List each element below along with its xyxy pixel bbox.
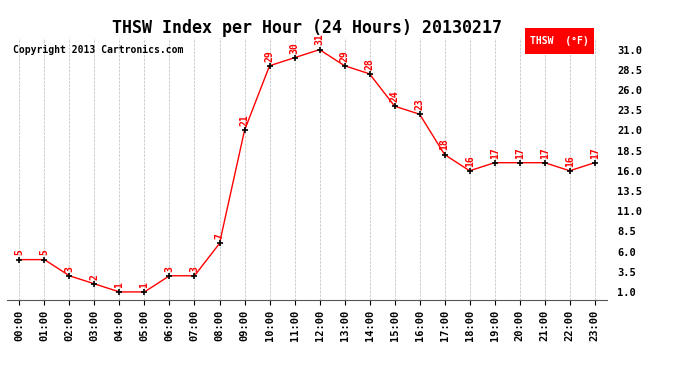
Text: 24: 24	[390, 90, 400, 102]
Text: 3: 3	[64, 266, 75, 272]
Text: 28: 28	[364, 58, 375, 70]
Text: 18: 18	[440, 139, 450, 150]
Text: 21: 21	[239, 114, 250, 126]
Text: 23: 23	[415, 98, 424, 110]
Text: 30: 30	[290, 42, 299, 54]
Text: 5: 5	[14, 250, 24, 255]
Text: 17: 17	[515, 147, 524, 159]
Text: 17: 17	[490, 147, 500, 159]
Text: 17: 17	[590, 147, 600, 159]
Text: 16: 16	[564, 155, 575, 166]
Text: 16: 16	[464, 155, 475, 166]
Text: 3: 3	[164, 266, 175, 272]
Text: 3: 3	[190, 266, 199, 272]
Text: 7: 7	[215, 233, 224, 239]
Text: 1: 1	[115, 282, 124, 288]
Text: 29: 29	[339, 50, 350, 62]
Text: 5: 5	[39, 250, 50, 255]
Text: THSW  (°F): THSW (°F)	[530, 36, 589, 46]
Text: 31: 31	[315, 34, 324, 45]
Text: 1: 1	[139, 282, 150, 288]
Text: 17: 17	[540, 147, 550, 159]
Text: 29: 29	[264, 50, 275, 62]
Title: THSW Index per Hour (24 Hours) 20130217: THSW Index per Hour (24 Hours) 20130217	[112, 20, 502, 38]
Text: 2: 2	[90, 274, 99, 280]
Text: Copyright 2013 Cartronics.com: Copyright 2013 Cartronics.com	[13, 45, 184, 56]
